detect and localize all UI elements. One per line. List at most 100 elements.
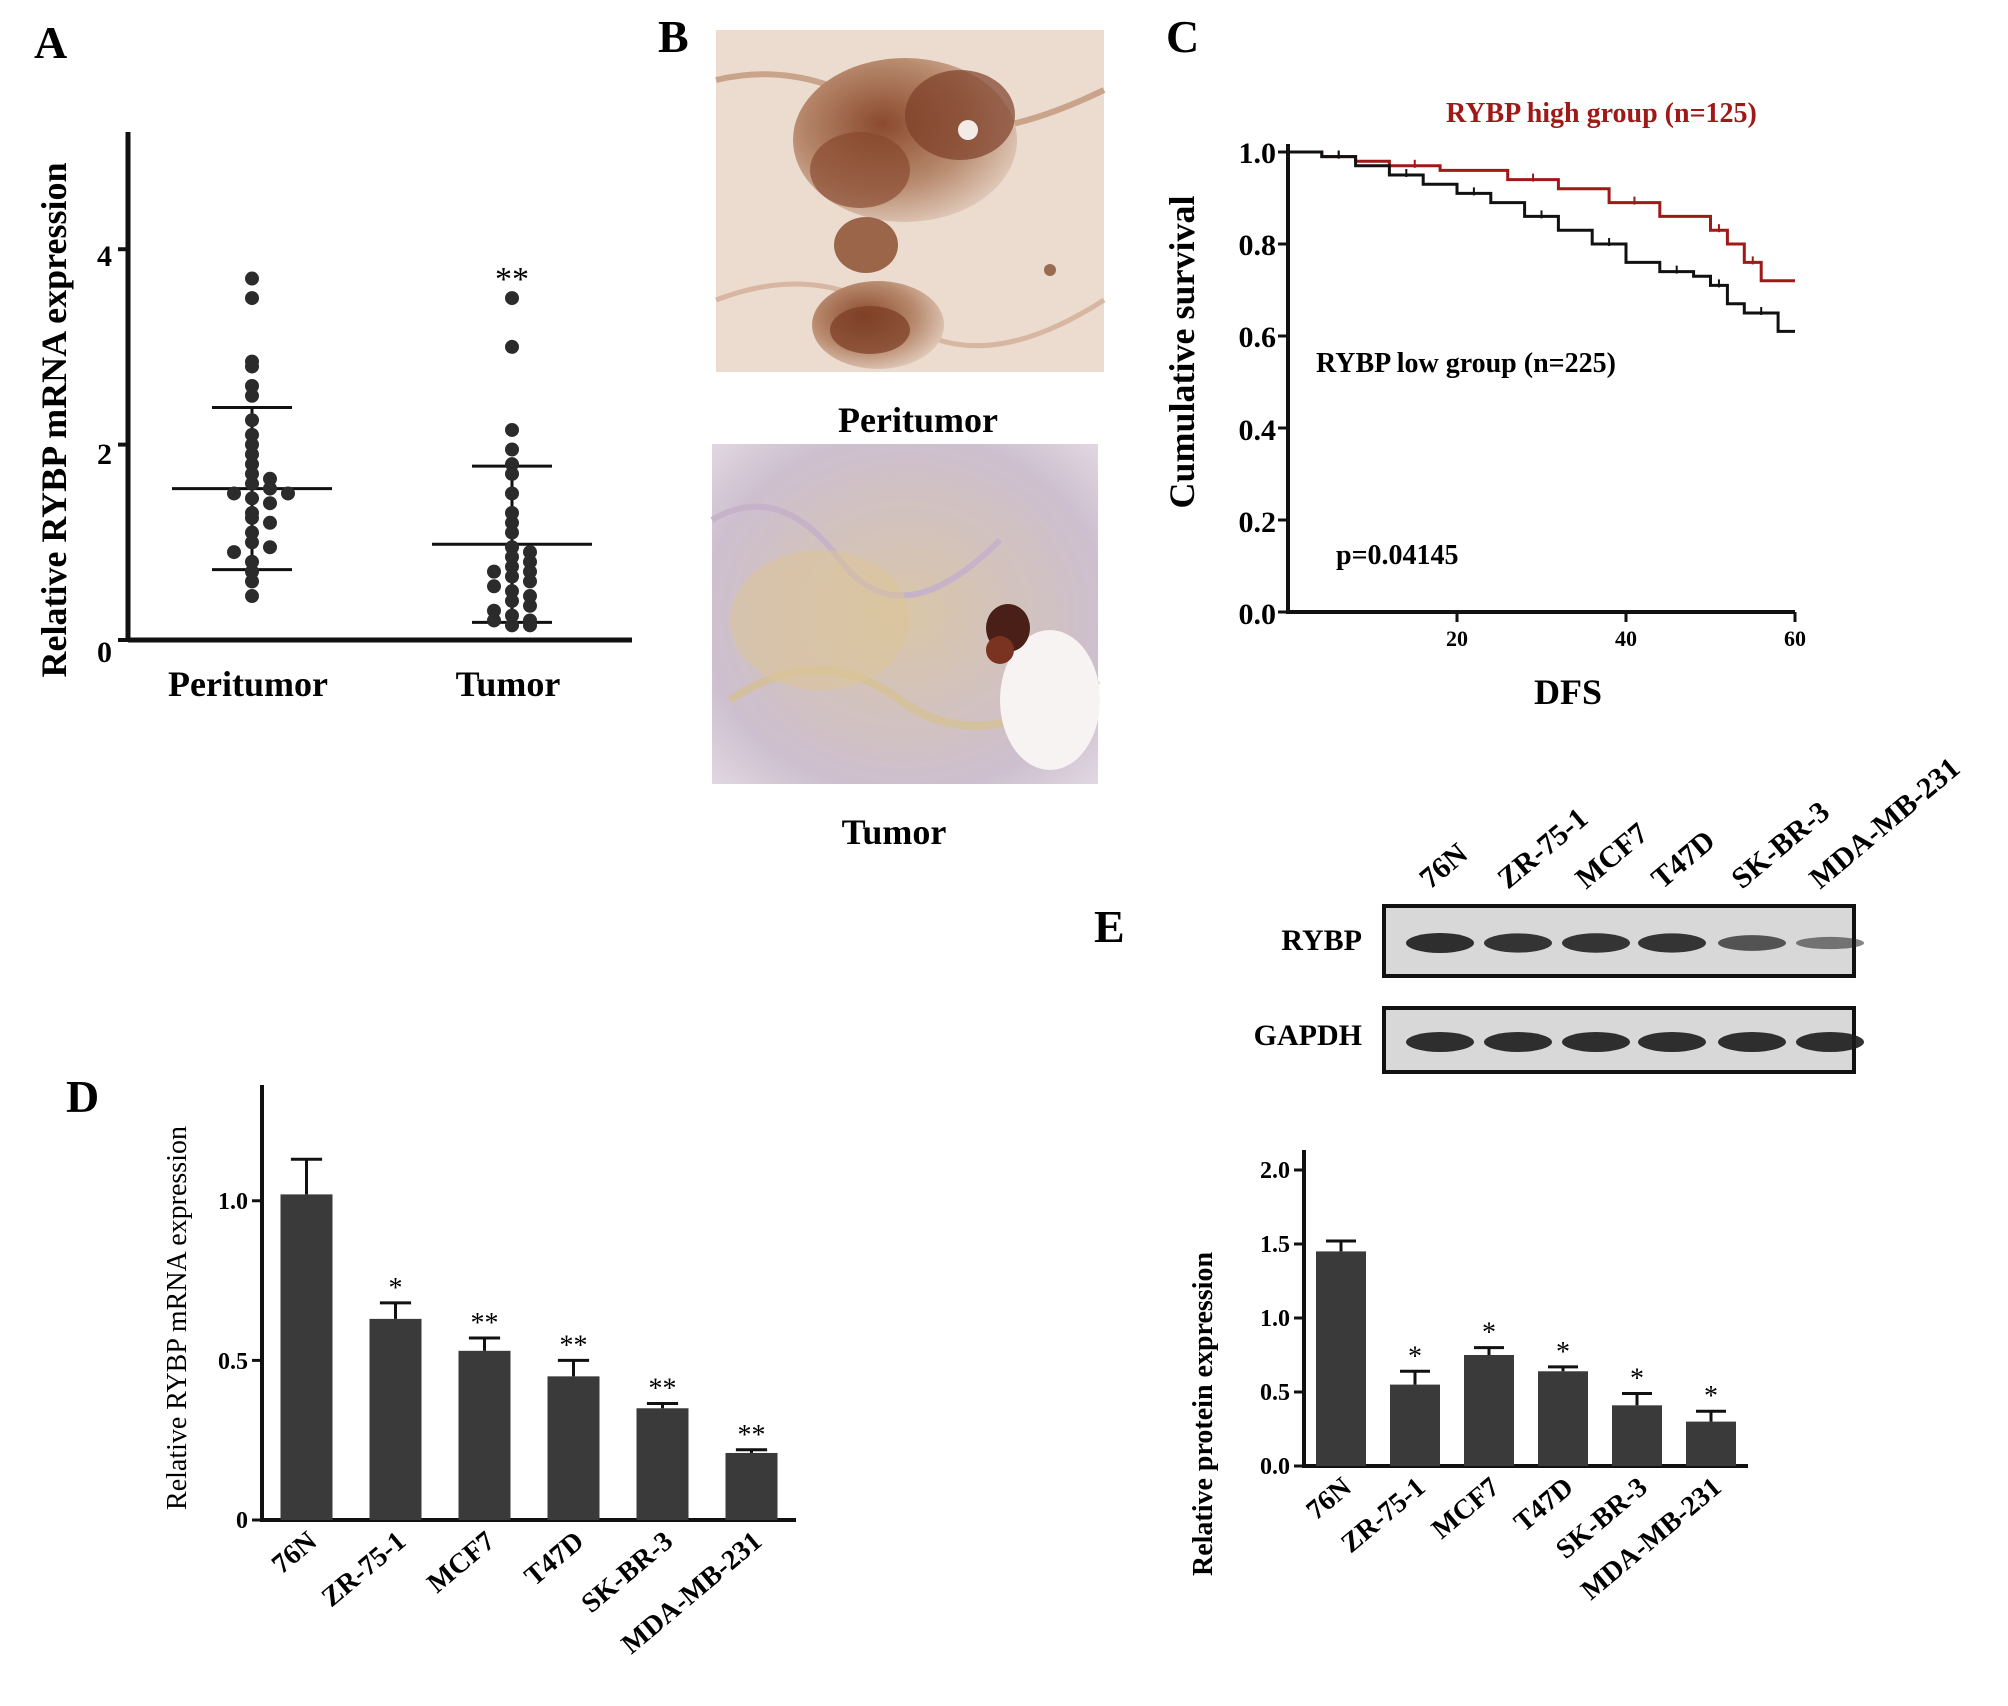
y-tick-label: 1.5	[1260, 1232, 1290, 1258]
data-point	[245, 525, 259, 540]
y-axis-label: Relative RYBP mRNA expression	[162, 1126, 193, 1510]
data-point	[245, 447, 259, 462]
bar	[547, 1376, 600, 1520]
data-point	[245, 476, 259, 491]
histology-tumor-image	[710, 444, 1101, 784]
high-group-curve	[1288, 150, 1795, 283]
data-points	[227, 271, 537, 633]
data-point	[245, 491, 259, 506]
data-point	[505, 569, 519, 584]
significance-label: *	[1704, 1381, 1718, 1412]
blot-band	[1562, 1032, 1630, 1052]
y-tick-label: 0.0	[1239, 598, 1277, 631]
panel-label-a: A	[34, 17, 67, 68]
y-tick-label: 0	[236, 1508, 248, 1534]
data-point	[263, 540, 277, 555]
data-point	[505, 540, 519, 555]
bar	[725, 1452, 778, 1520]
lane-label: T47D	[1645, 824, 1721, 895]
panel-label-e: E	[1094, 901, 1125, 952]
panel-label-c: C	[1166, 11, 1199, 62]
data-point	[245, 388, 259, 403]
data-point	[245, 427, 259, 442]
y-tick-label: 0	[97, 636, 112, 669]
significance-label: **	[495, 261, 529, 298]
significance-label: **	[560, 1330, 588, 1361]
survival-chart-c: Cumulative survival DFS RYBP high group …	[1162, 98, 1806, 712]
low-group-curve	[1288, 150, 1795, 333]
data-point	[245, 437, 259, 452]
data-point	[263, 471, 277, 486]
data-point	[505, 291, 519, 306]
data-point	[245, 379, 259, 393]
data-point	[227, 545, 241, 560]
blot-bands	[1382, 904, 1864, 1074]
data-point	[523, 564, 537, 579]
x-tick-label: T47D	[519, 1526, 590, 1593]
x-tick-label: 20	[1446, 626, 1468, 651]
x-tick-label: Tumor	[456, 664, 561, 704]
x-axis-label: DFS	[1534, 672, 1602, 712]
bars: 76N*ZR-75-1**MCF7**T47D**SK-BR-3**MDA-MB…	[266, 1157, 778, 1660]
y-tick-label: 4	[97, 240, 112, 273]
data-point	[523, 598, 537, 613]
p-value-label: p=0.04145	[1336, 540, 1459, 571]
data-point	[505, 608, 519, 623]
x-tick-label: ZR-75-1	[1335, 1472, 1431, 1560]
data-point	[505, 442, 519, 457]
blot-band	[1484, 1032, 1552, 1052]
bar	[1686, 1421, 1736, 1466]
bar	[636, 1408, 689, 1520]
blot-band	[1562, 933, 1630, 953]
survival-curves	[1288, 150, 1795, 333]
data-point	[487, 579, 501, 594]
blot-row-label: RYBP	[1281, 924, 1362, 957]
caption-peritumor: Peritumor	[838, 400, 998, 440]
blot-band	[1484, 933, 1552, 953]
data-point	[505, 339, 519, 354]
data-point	[487, 564, 501, 579]
scatter-chart-a: Relative RYBP mRNA expression 0 2 4 Peri…	[34, 132, 632, 704]
x-tick-label: MCF7	[1426, 1472, 1505, 1546]
legend-low-group: RYBP low group (n=225)	[1316, 348, 1616, 379]
x-tick-label: 40	[1615, 626, 1637, 651]
data-point	[245, 574, 259, 589]
histology-peritumor-image	[715, 30, 1106, 372]
bar	[458, 1350, 511, 1520]
legend-high-group: RYBP high group (n=125)	[1446, 98, 1757, 129]
data-point	[263, 496, 277, 511]
data-point	[245, 291, 259, 306]
significance-label: *	[1408, 1341, 1422, 1372]
x-tick-label: ZR-75-1	[316, 1526, 412, 1614]
blot-band	[1638, 933, 1706, 953]
x-tick-label: MCF7	[422, 1526, 501, 1600]
y-tick-label: 1.0	[1239, 137, 1277, 170]
y-tick-label: 0.4	[1239, 414, 1277, 447]
bars: 76N*ZR-75-1*MCF7*T47D*SK-BR-3*MDA-MB-231	[1301, 1239, 1736, 1606]
x-tick-label: 76N	[1301, 1472, 1358, 1527]
data-point	[505, 525, 519, 540]
y-tick-label: 0.6	[1239, 321, 1277, 354]
significance-label: *	[1482, 1318, 1496, 1349]
bar-chart-e: 76N*ZR-75-1*MCF7*T47D*SK-BR-3*MDA-MB-231…	[1188, 1150, 1748, 1606]
data-point	[505, 506, 519, 520]
significance-label: *	[1556, 1337, 1570, 1368]
data-point	[245, 359, 259, 374]
significance-label: **	[738, 1420, 766, 1451]
y-axis-label: Cumulative survival	[1162, 195, 1202, 508]
x-tick-label: Peritumor	[168, 664, 328, 704]
axes	[1294, 1150, 1748, 1468]
data-point	[245, 413, 259, 428]
data-point	[505, 457, 519, 472]
data-point	[505, 549, 519, 564]
bar-chart-d: 76N*ZR-75-1**MCF7**T47D**SK-BR-3**MDA-MB…	[162, 1085, 796, 1660]
data-point	[523, 589, 537, 604]
significance-label: **	[471, 1308, 499, 1339]
lane-label: 76N	[1413, 837, 1474, 896]
y-tick-label: 0.8	[1239, 229, 1277, 262]
y-tick-label: 0.0	[1260, 1454, 1290, 1480]
data-point	[505, 593, 519, 608]
